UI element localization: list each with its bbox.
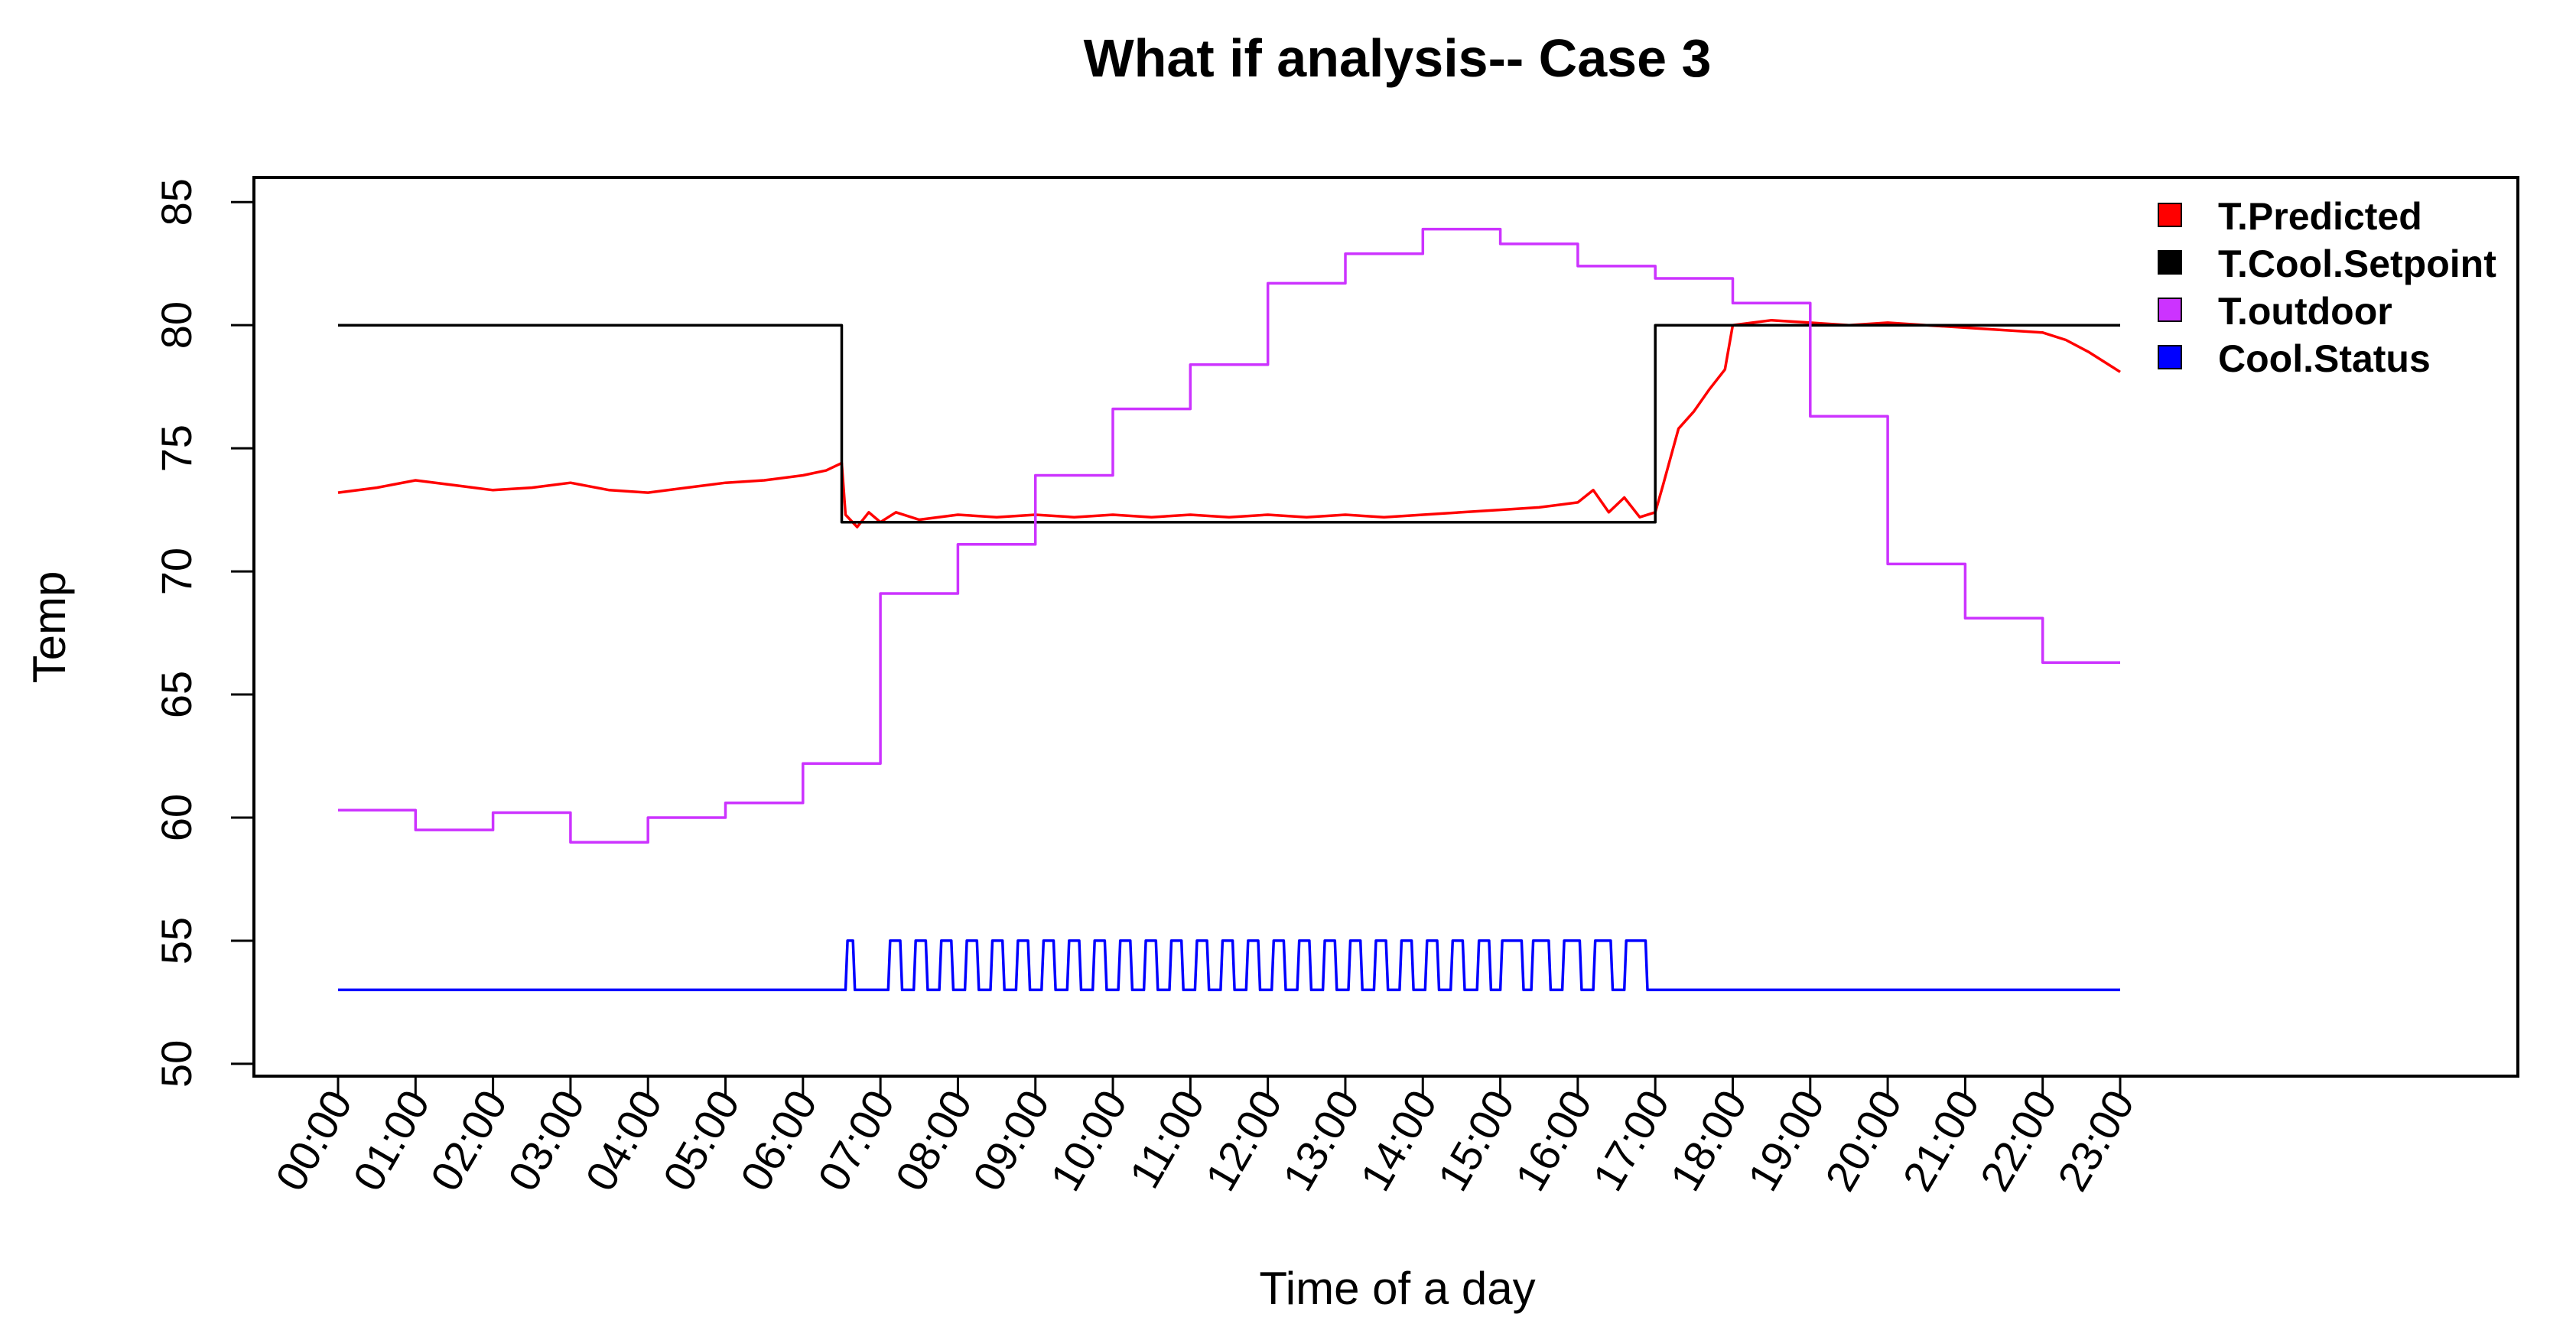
x-axis-label: Time of a day [1259, 1263, 1535, 1314]
x-tick-label: 20:00 [1816, 1082, 1911, 1199]
x-tick-label: 22:00 [1970, 1082, 2066, 1199]
x-tick-label: 13:00 [1273, 1082, 1369, 1199]
y-tick-label: 55 [152, 917, 200, 964]
x-tick-label: 06:00 [731, 1082, 827, 1199]
x-tick-label: 04:00 [576, 1082, 672, 1199]
x-tick-label: 19:00 [1738, 1082, 1834, 1199]
series-line-t-cool-setpoint [338, 324, 2120, 524]
x-tick-label: 11:00 [1120, 1082, 1214, 1196]
x-tick-label: 16:00 [1506, 1082, 1602, 1199]
x-tick-label: 12:00 [1195, 1082, 1291, 1199]
x-tick-label: 15:00 [1428, 1082, 1524, 1199]
series-layer [337, 227, 2121, 992]
x-axis: 00:0001:0002:0003:0004:0005:0006:0007:00… [266, 1075, 2144, 1199]
x-tick-label: 00:00 [266, 1082, 362, 1199]
y-axis-label: Temp [24, 571, 75, 684]
y-tick-label: 80 [152, 301, 200, 349]
legend-label: T.Cool.Setpoint [2218, 242, 2496, 285]
legend-label: Cool.Status [2218, 337, 2431, 380]
x-tick-label: 02:00 [421, 1082, 516, 1199]
x-tick-label: 07:00 [808, 1082, 904, 1199]
legend-swatch [2158, 250, 2182, 275]
x-tick-label: 10:00 [1041, 1082, 1137, 1199]
x-tick-label: 09:00 [964, 1082, 1059, 1199]
series-line-t-outdoor [338, 227, 2120, 844]
y-axis: 50 55 60 65 70 75 80 85 [152, 178, 255, 1088]
x-tick-label: 03:00 [499, 1082, 594, 1199]
x-tick-label: 05:00 [653, 1082, 749, 1199]
legend-label: T.outdoor [2218, 290, 2392, 333]
series-line-cool-status [338, 939, 2120, 992]
legend-swatch [2158, 203, 2182, 227]
x-tick-label: 08:00 [886, 1082, 981, 1199]
x-tick-label: 23:00 [2048, 1082, 2144, 1199]
y-tick-label: 60 [152, 794, 200, 841]
series-line-t-predicted [337, 318, 2121, 529]
legend-swatch [2158, 298, 2182, 322]
x-tick-label: 17:00 [1583, 1082, 1679, 1199]
x-tick-label: 21:00 [1893, 1082, 1989, 1199]
y-tick-label: 70 [152, 548, 200, 595]
chart-title: What if analysis-- Case 3 [1084, 28, 1712, 88]
y-tick-label: 65 [152, 671, 200, 718]
legend-label: T.Predicted [2218, 195, 2422, 238]
x-tick-label: 14:00 [1351, 1082, 1446, 1199]
y-tick-label: 85 [152, 178, 200, 226]
y-tick-label: 75 [152, 424, 200, 472]
legend-swatch [2158, 345, 2182, 369]
x-tick-label: 18:00 [1660, 1082, 1756, 1199]
y-tick-label: 50 [152, 1040, 200, 1088]
x-tick-label: 01:00 [343, 1082, 439, 1199]
